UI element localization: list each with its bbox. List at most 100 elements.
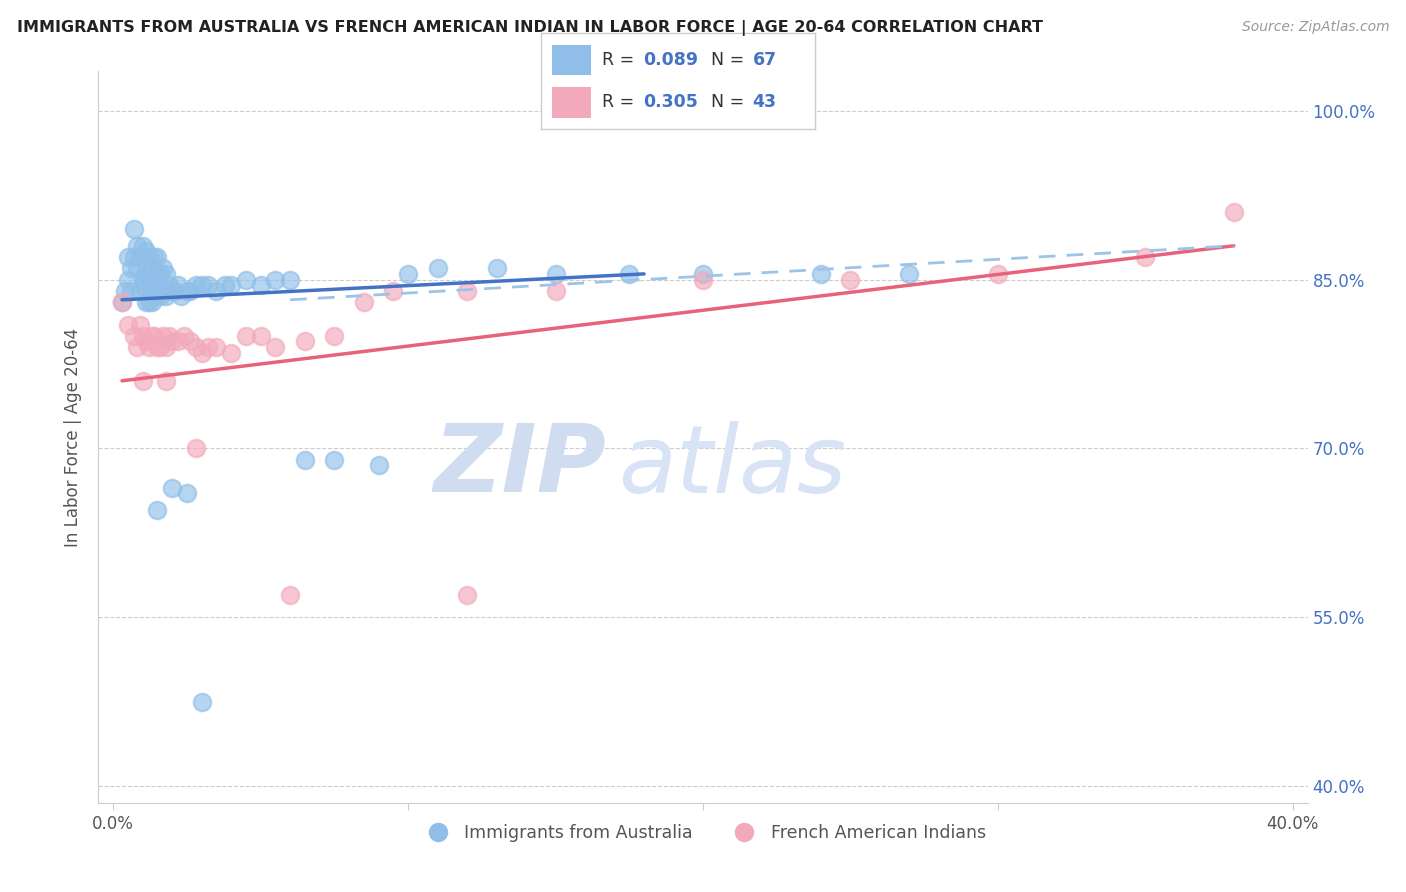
Point [235,328,257,343]
Point [160,481,183,495]
Point [544,267,567,281]
Point [146,250,169,264]
Point [197,278,219,293]
Point [128,250,150,264]
Point [155,267,177,281]
Point [179,284,201,298]
Point [155,289,177,303]
Point [146,503,169,517]
Point [197,340,219,354]
Point [692,272,714,286]
Point [143,250,166,264]
Point [135,267,157,281]
Point [149,340,172,354]
Text: IMMIGRANTS FROM AUSTRALIA VS FRENCH AMERICAN INDIAN IN LABOR FORCE | AGE 20-64 C: IMMIGRANTS FROM AUSTRALIA VS FRENCH AMER… [17,20,1043,36]
Point [155,340,177,354]
Point [179,334,201,349]
Point [120,261,142,276]
Point [120,284,142,298]
Point [135,295,157,310]
Point [278,588,301,602]
Point [184,340,207,354]
Point [138,295,160,310]
Point [367,458,389,473]
Point [122,222,145,236]
Point [692,267,714,281]
Point [141,295,163,310]
Point [323,328,346,343]
Point [294,334,316,349]
Point [117,318,139,332]
Bar [553,45,591,76]
Point [122,328,145,343]
Point [294,452,316,467]
Point [176,486,198,500]
Text: atlas: atlas [619,421,846,512]
Point [1135,250,1157,264]
Point [117,272,139,286]
Point [149,289,172,303]
Point [146,340,169,354]
Point [128,284,150,298]
Text: 43: 43 [752,94,776,112]
Point [131,328,153,343]
Text: 0.089: 0.089 [643,51,697,69]
Point [146,267,169,281]
Point [131,272,153,286]
Point [128,318,150,332]
Y-axis label: In Labor Force | Age 20-64: In Labor Force | Age 20-64 [65,327,83,547]
Point [170,289,193,303]
Point [264,272,287,286]
Point [1223,205,1246,219]
Point [141,328,163,343]
Point [426,261,449,276]
Point [157,278,180,293]
Point [141,284,163,298]
Point [125,239,148,253]
Point [205,340,228,354]
Point [135,334,157,349]
Point [235,272,257,286]
Point [135,244,157,259]
Point [146,284,169,298]
Point [249,328,271,343]
Point [382,284,405,298]
Point [176,284,198,298]
Point [619,267,641,281]
Text: Source: ZipAtlas.com: Source: ZipAtlas.com [1241,20,1389,34]
Point [278,272,301,286]
Text: ZIP: ZIP [433,420,606,512]
Point [190,278,212,293]
Point [219,278,242,293]
Point [117,250,139,264]
Point [165,284,187,298]
Point [131,278,153,293]
Point [485,261,508,276]
Point [138,340,160,354]
Bar [553,87,591,118]
Point [219,345,242,359]
Point [167,278,190,293]
Point [190,694,212,708]
Point [131,374,153,388]
Point [152,284,174,298]
Point [152,328,174,343]
Point [152,261,174,276]
Point [114,284,136,298]
Point [149,267,172,281]
Point [184,442,207,456]
Point [396,267,419,281]
Point [190,345,212,359]
Point [173,328,195,343]
Point [987,267,1010,281]
Point [205,284,228,298]
Point [184,278,207,293]
Point [839,272,862,286]
Point [456,284,478,298]
Point [122,250,145,264]
Point [810,267,832,281]
Point [160,334,183,349]
Point [131,239,153,253]
Point [214,278,236,293]
Point [157,328,180,343]
